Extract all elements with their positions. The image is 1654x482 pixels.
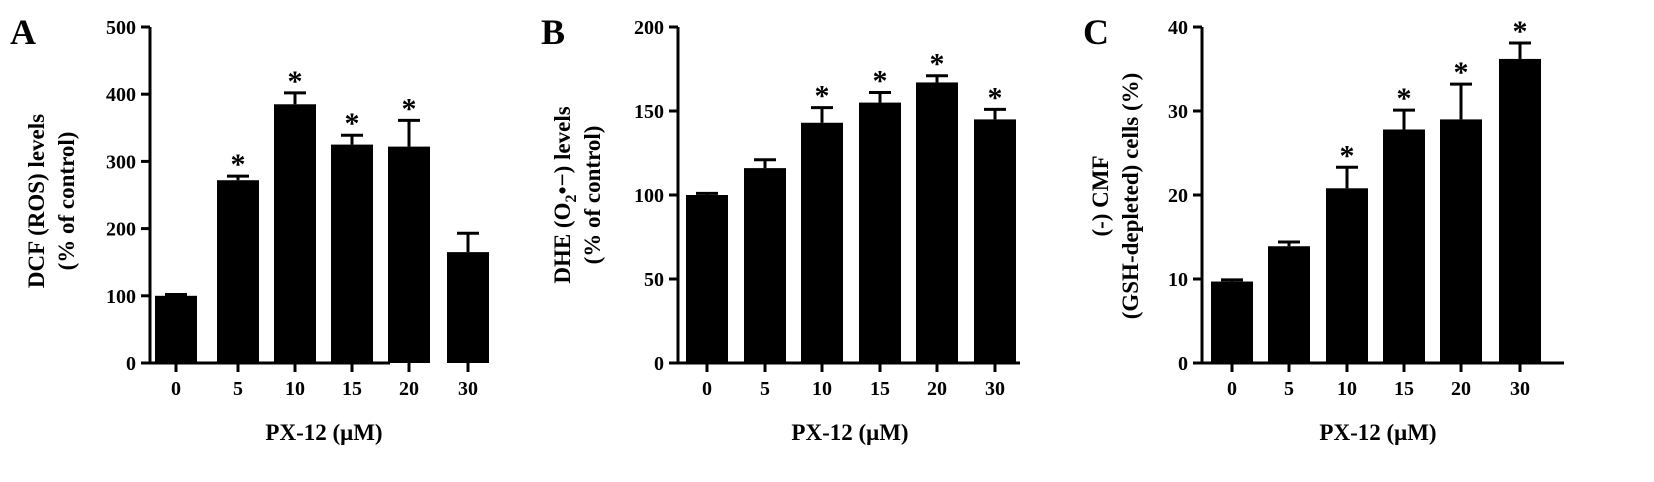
panel-c-x-tick-label: 15 (1394, 378, 1414, 400)
panel-a-xlabel: PX-12 (μM) (265, 420, 382, 445)
panel-a-ylabel-line2: (% of control) (54, 132, 79, 271)
panel-a-significance-marker: * (402, 92, 417, 125)
panel-c-xlabel: PX-12 (μM) (1319, 420, 1436, 445)
panel-b-ylabel-line2: (% of control) (580, 126, 605, 265)
panel-b-xlabel: PX-12 (μM) (791, 420, 908, 445)
panel-a-x-tick-label: 0 (171, 378, 181, 400)
panel-a-y-tick-label: 400 (106, 84, 136, 106)
panel-c-ylabel-line2: (GSH-depleted) cells (%) (1118, 73, 1143, 320)
panel-a-y-tick-label: 300 (106, 151, 136, 173)
panel-b-y-tick-label: 100 (634, 185, 664, 207)
panel-b-significance-marker: * (873, 65, 888, 98)
panel-b-bar (974, 119, 1016, 364)
panel-b-bar (801, 122, 843, 363)
panel-b-x-tick-label: 15 (870, 378, 890, 400)
panel-c-significance-marker: * (1454, 56, 1469, 89)
panel-b-bar (916, 82, 958, 363)
panel-a-y-tick-label: 500 (106, 17, 136, 39)
panel-c-bar (1499, 58, 1541, 364)
panel-c-x-tick-label: 5 (1284, 378, 1294, 400)
panel-c-y-tick-label: 0 (1178, 353, 1188, 375)
panel-c-x-tick-label: 30 (1510, 378, 1530, 400)
panel-a-significance-marker: * (231, 148, 246, 181)
panel-a-y-tick-label: 100 (106, 286, 136, 308)
panel-a-bar (217, 180, 259, 363)
panel-a: A DCF (ROS) levels (% of control) PX-12 … (10, 12, 489, 445)
panel-b-bar (744, 168, 786, 363)
panel-c-x-tick-label: 10 (1337, 378, 1357, 400)
panel-b-x-tick-label: 10 (812, 378, 832, 400)
panel-a-x-tick-label: 10 (285, 378, 305, 400)
panel-a-bar (155, 295, 197, 363)
panel-c-bar (1211, 281, 1253, 363)
panel-b-x-tick-label: 5 (760, 378, 770, 400)
panel-b-y-tick-label: 0 (654, 353, 664, 375)
panel-a-bar (274, 104, 316, 363)
panel-b-x-tick-label: 0 (702, 378, 712, 400)
panel-b-x-tick-label: 30 (985, 378, 1005, 400)
panel-c-ylabel-line1: (-) CMF (1088, 155, 1113, 236)
panel-a-plot: 0 100 200 300 400 500 0 5 * 10 * 15 * 20 * 30 (106, 17, 489, 400)
panel-a-ylabel-line1: DCF (ROS) levels (24, 114, 49, 288)
panel-b-bar (859, 102, 901, 363)
panel-c-bar (1268, 246, 1310, 363)
panel-c-bar (1440, 119, 1482, 364)
panel-c-significance-marker: * (1397, 82, 1412, 115)
panel-a-y-tick-label: 200 (106, 219, 136, 241)
panel-c-letter: C (1083, 12, 1109, 52)
panel-c-significance-marker: * (1340, 139, 1355, 172)
panel-c-y-tick-label: 30 (1168, 101, 1188, 123)
panel-b-letter: B (541, 12, 565, 52)
panel-b-y-tick-label: 200 (634, 17, 664, 39)
panel-c-plot: 0 10 20 30 40 0 5 10 * 15 * 20 * 30 * (1168, 15, 1564, 400)
panel-b-ylabel-line1: DHE (O2•−) levels (550, 106, 580, 283)
panel-a-y-tick-label: 0 (126, 353, 136, 375)
panel-c-bar (1383, 129, 1425, 363)
panel-b-plot: 0 50 100 150 200 0 5 10 * 15 * 20 * 30 * (634, 17, 1020, 400)
panel-a-significance-marker: * (288, 65, 303, 98)
panel-a-letter: A (10, 12, 36, 52)
panel-b: B DHE (O2•−) levels (% of control) PX-12… (541, 12, 1020, 445)
panel-b-y-tick-label: 150 (634, 101, 664, 123)
panel-a-x-tick-label: 20 (399, 378, 419, 400)
panel-c-significance-marker: * (1513, 15, 1528, 48)
panel-c: C (-) CMF (GSH-depleted) cells (%) PX-12… (1083, 12, 1564, 445)
panel-c-y-tick-label: 20 (1168, 185, 1188, 207)
panel-c-y-tick-label: 40 (1168, 17, 1188, 39)
panel-a-bar (331, 144, 373, 363)
panel-a-bar (447, 252, 489, 363)
panel-b-significance-marker: * (930, 48, 945, 81)
panel-a-x-tick-label: 30 (458, 378, 478, 400)
panel-c-y-tick-label: 10 (1168, 269, 1188, 291)
panel-a-significance-marker: * (345, 107, 360, 140)
panel-c-bar (1326, 188, 1368, 363)
panel-a-x-tick-label: 15 (342, 378, 362, 400)
panel-c-x-tick-label: 0 (1227, 378, 1237, 400)
panel-b-significance-marker: * (815, 80, 830, 113)
panel-c-x-tick-label: 20 (1451, 378, 1471, 400)
panel-a-bar (388, 146, 430, 363)
panel-b-bar (686, 195, 728, 363)
panel-b-x-tick-label: 20 (927, 378, 947, 400)
panel-a-x-tick-label: 5 (233, 378, 243, 400)
panel-b-y-tick-label: 50 (644, 269, 664, 291)
panel-b-significance-marker: * (988, 81, 1003, 114)
